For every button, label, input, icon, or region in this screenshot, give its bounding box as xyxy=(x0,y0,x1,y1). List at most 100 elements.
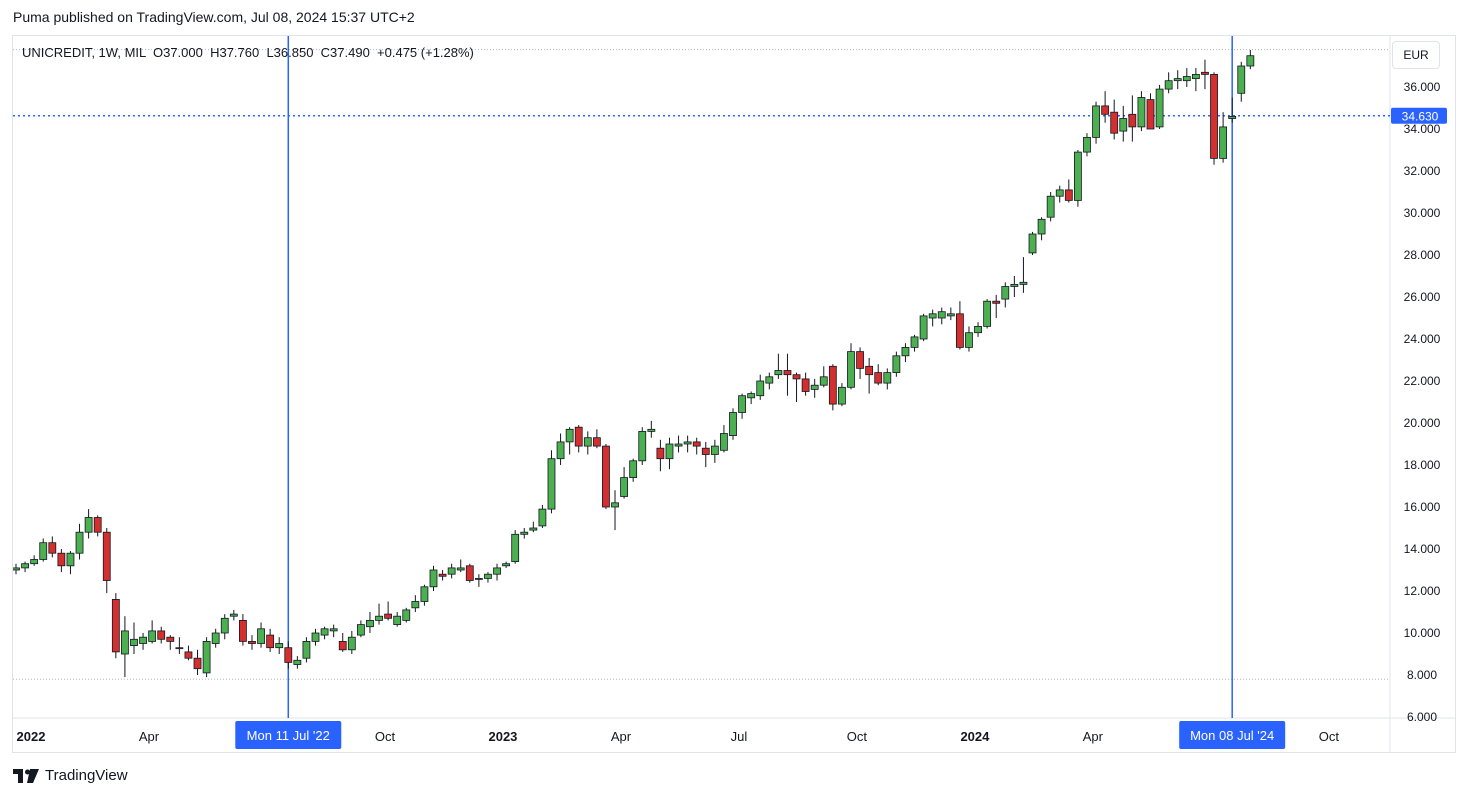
candle-down xyxy=(692,441,701,447)
y-tick-label: 32.000 xyxy=(1404,164,1441,178)
candle-up xyxy=(611,502,619,508)
candle-down xyxy=(602,445,610,508)
candle-up xyxy=(411,601,420,609)
candle-up xyxy=(30,559,39,565)
x-tick-label: Apr xyxy=(1083,729,1104,744)
publish-header: Puma published on TradingView.com, Jul 0… xyxy=(13,9,415,25)
candle-up xyxy=(293,659,302,665)
candle-down xyxy=(1128,113,1137,128)
candle-up xyxy=(919,315,928,340)
candle-up xyxy=(84,517,93,533)
x-tick-label: Jul xyxy=(731,729,748,744)
candle-up xyxy=(629,460,638,478)
candle-up xyxy=(1155,88,1164,128)
candle-up xyxy=(638,430,647,462)
candle-up xyxy=(520,531,529,535)
x-tick-label: 2023 xyxy=(488,729,517,744)
candle-up xyxy=(620,477,628,497)
candle-up xyxy=(647,428,656,432)
candle-up xyxy=(847,351,855,388)
x-tick-label: Oct xyxy=(1319,729,1340,744)
price-label-box xyxy=(1391,107,1447,124)
candle-up xyxy=(774,370,783,376)
candle-up xyxy=(1137,97,1146,128)
candle-up xyxy=(21,563,29,569)
date-label-box xyxy=(1179,721,1286,749)
candle-up xyxy=(556,441,565,460)
y-tick-label: 24.000 xyxy=(1404,332,1441,346)
candle-up xyxy=(1191,74,1200,80)
x-tick-label: 2022 xyxy=(17,729,46,744)
candle-down xyxy=(656,447,665,460)
candle-up xyxy=(302,641,311,659)
y-tick-label: 6.000 xyxy=(1407,710,1437,724)
candle-up xyxy=(838,386,846,405)
candle-down xyxy=(574,426,583,447)
x-tick-label: 2024 xyxy=(960,729,990,744)
candle-up xyxy=(1182,76,1191,82)
candle-down xyxy=(592,437,601,447)
candle-up xyxy=(883,372,892,384)
candle-up xyxy=(665,443,674,460)
date-label-text: Mon 08 Jul '24 xyxy=(1190,728,1274,743)
candle-down xyxy=(783,370,792,376)
candle-up xyxy=(1164,80,1173,90)
ohlc-legend: UNICREDIT, 1W, MIL O37.000 H37.760 L36.8… xyxy=(22,45,474,60)
candle-up xyxy=(674,443,683,447)
candle-down xyxy=(1201,71,1209,75)
candle-down xyxy=(193,657,202,670)
candle-down xyxy=(992,300,1001,304)
tradingview-logo-text: TradingView xyxy=(45,767,128,784)
candle-up xyxy=(502,563,511,567)
candle-down xyxy=(284,647,293,663)
candle-up xyxy=(1237,65,1246,94)
x-tick-label: Oct xyxy=(375,729,396,744)
candle-up xyxy=(1037,218,1046,235)
candle-up xyxy=(347,636,356,651)
candle-down xyxy=(93,517,102,533)
candle-up xyxy=(756,380,765,397)
tradingview-logo[interactable]: TradingView xyxy=(13,767,128,784)
candle-down xyxy=(856,351,864,369)
candle-up xyxy=(538,508,547,527)
candle-up xyxy=(220,617,229,634)
candle-down xyxy=(828,365,837,405)
candle-up xyxy=(1246,55,1255,67)
candle-down xyxy=(438,573,447,577)
candle-up xyxy=(1119,118,1128,132)
y-tick-label: 12.000 xyxy=(1404,584,1441,598)
candle-up xyxy=(1001,286,1010,300)
candle-down xyxy=(102,531,111,581)
candle-up xyxy=(1073,151,1082,201)
candle-up xyxy=(211,632,220,644)
candle-down xyxy=(166,636,175,642)
candles-group xyxy=(13,50,1255,678)
candle-up xyxy=(329,628,338,632)
candle-up xyxy=(474,578,483,580)
candle-up xyxy=(320,628,329,636)
candle-up xyxy=(511,533,520,562)
date-label-box xyxy=(235,721,342,749)
candle-up xyxy=(810,384,819,390)
candle-up xyxy=(1019,281,1028,285)
candle-down xyxy=(111,599,120,653)
y-tick-label: 10.000 xyxy=(1404,626,1441,640)
candle-up xyxy=(1219,126,1228,159)
x-tick-label: Apr xyxy=(139,729,160,744)
candle-up xyxy=(1083,136,1091,153)
candle-up xyxy=(402,609,411,621)
candle-down xyxy=(792,374,801,380)
candle-down xyxy=(57,552,66,567)
candle-up xyxy=(175,647,184,650)
candle-up xyxy=(375,615,383,621)
y-tick-label: 36.000 xyxy=(1404,80,1441,94)
candle-up xyxy=(229,613,238,617)
candle-down xyxy=(238,620,247,642)
candle-up xyxy=(892,355,901,373)
candle-up xyxy=(1055,189,1064,197)
candle-up xyxy=(429,569,438,588)
currency-button[interactable]: EUR xyxy=(1392,41,1440,69)
candle-down xyxy=(1064,189,1073,201)
price-label-text: 34.630 xyxy=(1402,109,1439,123)
